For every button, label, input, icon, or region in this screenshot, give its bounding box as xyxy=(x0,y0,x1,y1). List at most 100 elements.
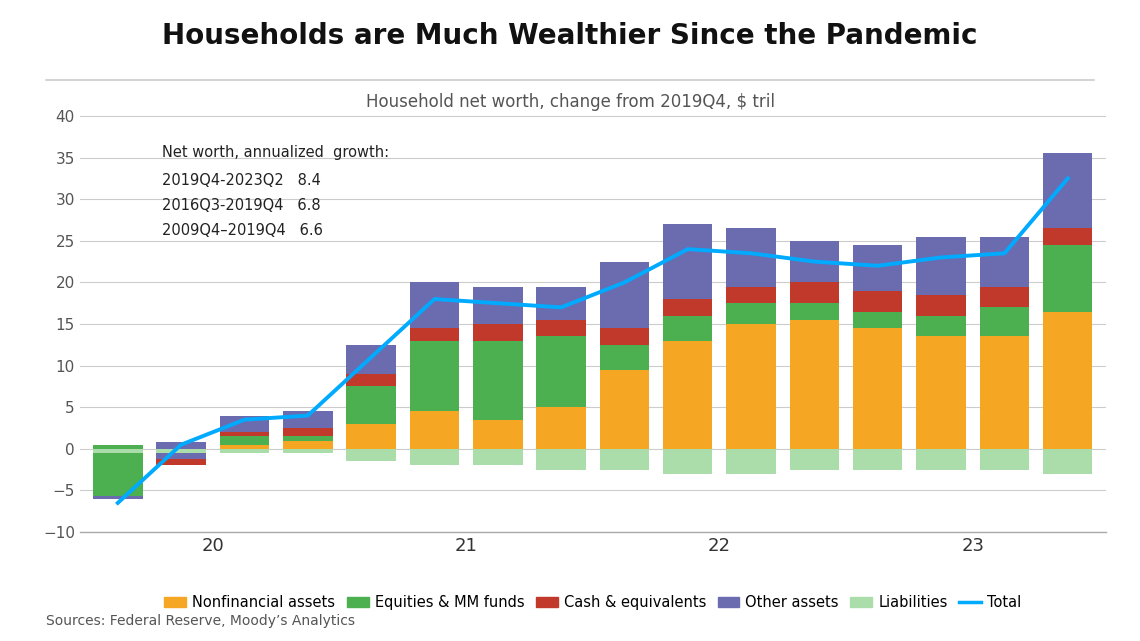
Bar xyxy=(979,287,1029,308)
Bar xyxy=(726,287,776,303)
Total xyxy=(681,246,694,253)
Bar xyxy=(473,420,522,449)
Bar xyxy=(663,449,712,474)
Bar xyxy=(600,370,649,449)
Bar xyxy=(283,440,333,449)
Total xyxy=(301,412,315,419)
Bar xyxy=(283,428,333,437)
Bar xyxy=(93,496,142,499)
Bar xyxy=(220,415,269,432)
Bar xyxy=(347,424,396,449)
Bar xyxy=(220,449,269,453)
Total xyxy=(871,262,885,270)
Bar xyxy=(979,449,1029,470)
Bar xyxy=(93,445,142,499)
Bar xyxy=(917,295,966,315)
Bar xyxy=(283,449,333,453)
Bar xyxy=(156,446,206,465)
Bar xyxy=(93,496,142,499)
Bar xyxy=(156,446,206,449)
Line: Total: Total xyxy=(117,178,1068,503)
Bar xyxy=(979,337,1029,449)
Bar xyxy=(853,328,903,449)
Bar xyxy=(979,308,1029,337)
Bar xyxy=(537,407,586,449)
Bar xyxy=(220,445,269,449)
Bar xyxy=(220,437,269,445)
Bar xyxy=(790,449,839,470)
Bar xyxy=(917,337,966,449)
Total xyxy=(1061,174,1075,182)
Bar xyxy=(600,345,649,370)
Bar xyxy=(1043,312,1092,449)
Total xyxy=(935,254,948,262)
Text: 2009Q4–2019Q4   6.6: 2009Q4–2019Q4 6.6 xyxy=(162,222,323,238)
Bar xyxy=(537,287,586,320)
Bar xyxy=(156,442,206,459)
Total xyxy=(998,249,1011,257)
Bar xyxy=(663,315,712,340)
Bar xyxy=(726,449,776,474)
Bar xyxy=(473,324,522,340)
Total xyxy=(807,258,821,265)
Bar xyxy=(790,303,839,320)
Bar xyxy=(917,449,966,470)
Bar xyxy=(790,241,839,283)
Bar xyxy=(409,449,459,465)
Bar xyxy=(347,345,396,374)
Bar xyxy=(853,291,903,312)
Total xyxy=(428,296,441,303)
Bar xyxy=(347,387,396,424)
Bar xyxy=(220,432,269,437)
Bar xyxy=(409,283,459,328)
Bar xyxy=(663,224,712,299)
Bar xyxy=(979,237,1029,287)
Bar xyxy=(726,324,776,449)
Total xyxy=(174,441,188,449)
Bar xyxy=(537,320,586,337)
Bar xyxy=(726,228,776,287)
Bar xyxy=(600,449,649,470)
Bar xyxy=(283,412,333,428)
Bar xyxy=(853,312,903,328)
Bar xyxy=(93,449,142,453)
Bar xyxy=(600,262,649,328)
Text: Household net worth, change from 2019Q4, $ tril: Household net worth, change from 2019Q4,… xyxy=(366,93,774,111)
Total xyxy=(554,304,568,312)
Bar xyxy=(473,340,522,420)
Bar xyxy=(283,437,333,440)
Bar xyxy=(156,459,206,465)
Total xyxy=(744,249,758,257)
Bar xyxy=(726,303,776,324)
Bar xyxy=(1043,449,1092,474)
Bar xyxy=(347,449,396,462)
Bar xyxy=(347,374,396,387)
Bar xyxy=(600,328,649,345)
Bar xyxy=(409,340,459,412)
Bar xyxy=(409,328,459,340)
Bar xyxy=(853,449,903,470)
Bar xyxy=(93,445,142,449)
Text: Net worth, annualized  growth:: Net worth, annualized growth: xyxy=(162,145,389,160)
Total xyxy=(111,499,124,507)
Bar xyxy=(1043,228,1092,245)
Bar xyxy=(473,287,522,324)
Text: Sources: Federal Reserve, Moody’s Analytics: Sources: Federal Reserve, Moody’s Analyt… xyxy=(46,614,355,628)
Legend: Nonfinancial assets, Equities & MM funds, Cash & equivalents, Other assets, Liab: Nonfinancial assets, Equities & MM funds… xyxy=(158,589,1027,615)
Bar xyxy=(473,449,522,465)
Bar xyxy=(663,340,712,449)
Text: Households are Much Wealthier Since the Pandemic: Households are Much Wealthier Since the … xyxy=(162,22,978,51)
Bar xyxy=(537,337,586,407)
Total xyxy=(365,353,378,361)
Text: 2016Q3-2019Q4   6.8: 2016Q3-2019Q4 6.8 xyxy=(162,197,320,213)
Bar xyxy=(156,449,206,453)
Bar xyxy=(1043,153,1092,228)
Bar xyxy=(409,412,459,449)
Bar xyxy=(917,237,966,295)
Bar xyxy=(663,299,712,315)
Total xyxy=(491,299,505,307)
Total xyxy=(618,279,632,287)
Bar xyxy=(917,315,966,337)
Total xyxy=(237,416,251,424)
Bar xyxy=(790,320,839,449)
